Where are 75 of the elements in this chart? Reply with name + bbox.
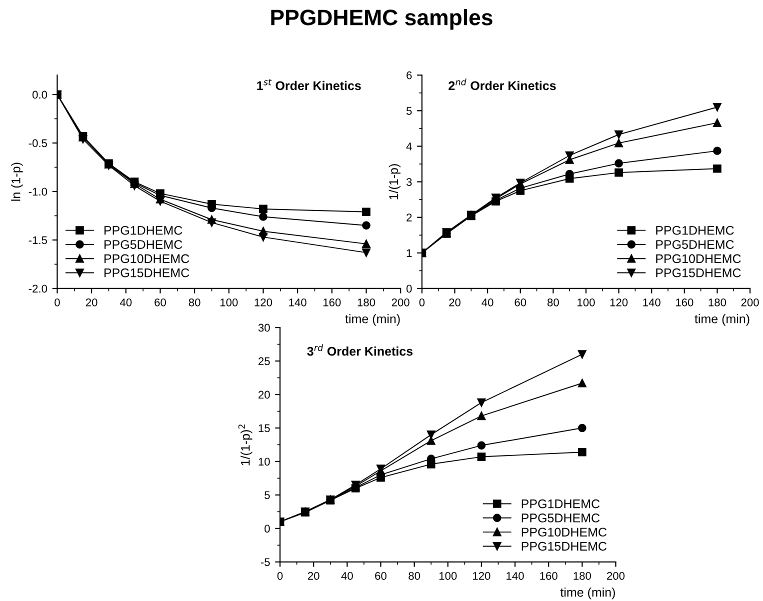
- y-axis-title: 1/(1-p)$^{2}$: [238, 424, 252, 466]
- x-tick-label: 180: [574, 572, 592, 580]
- y-tick-label: -2.0: [28, 284, 48, 293]
- x-tick-label: 40: [120, 298, 132, 306]
- x-tick-label: 140: [506, 572, 524, 580]
- x-tick-label: 0: [419, 298, 425, 306]
- legend-label: PPG1DHEMC: [104, 226, 182, 235]
- legend-label: PPG10DHEMC: [104, 254, 190, 264]
- x-tick-label: 60: [375, 572, 386, 580]
- x-tick-label: 60: [514, 298, 526, 306]
- x-axis-title: time (min): [345, 314, 400, 326]
- x-tick-label: 0: [54, 298, 60, 306]
- x-tick-label: 140: [289, 298, 306, 306]
- annotation: 1$^{st}$ Order Kinetics: [257, 79, 361, 90]
- y-tick-label: 25: [258, 357, 270, 366]
- x-axis-title: time (min): [694, 314, 750, 326]
- x-tick-label: 40: [341, 572, 353, 580]
- legend-label: PPG5DHEMC: [522, 514, 600, 522]
- x-tick-label: 20: [449, 298, 460, 306]
- x-tick-label: 60: [154, 298, 166, 306]
- y-tick-label: 4: [406, 142, 412, 150]
- x-tick-label: 160: [323, 298, 341, 306]
- y-tick-label: 5: [406, 107, 412, 115]
- x-tick-label: 160: [540, 572, 558, 580]
- x-tick-label: 200: [607, 572, 625, 580]
- y-tick-label: 3: [406, 178, 412, 186]
- x-tick-label: 100: [220, 298, 238, 306]
- x-tick-label: 140: [643, 298, 660, 306]
- x-tick-label: 20: [308, 572, 320, 580]
- x-tick-label: 160: [676, 298, 694, 306]
- chart-title: PPGDHEMC samples: [271, 9, 492, 30]
- y-tick-label: -1.5: [28, 236, 48, 244]
- y-tick-label: 30: [258, 324, 270, 332]
- y-tick-label: 5: [264, 491, 270, 500]
- x-tick-label: 120: [254, 298, 272, 306]
- x-tick-label: 80: [547, 298, 559, 306]
- x-tick-label: 80: [408, 572, 420, 580]
- y-tick-label: 0.0: [32, 90, 48, 99]
- annotation: 3$^{rd}$ Order Kinetics: [307, 344, 413, 356]
- legend-label: PPG15DHEMC: [522, 542, 607, 551]
- legend-label: PPG5DHEMC: [104, 240, 182, 249]
- y-tick-label: 0: [264, 524, 270, 533]
- y-tick-label: 20: [258, 390, 270, 399]
- x-tick-label: 0: [277, 572, 283, 580]
- x-tick-label: 100: [578, 298, 595, 306]
- x-tick-label: 120: [610, 298, 628, 306]
- legend-label: PPG15DHEMC: [656, 268, 741, 278]
- legend-label: PPG1DHEMC: [656, 226, 734, 235]
- y-tick-label: 6: [406, 71, 412, 80]
- y-axis-title: ln (1-p): [11, 162, 23, 201]
- y-tick-label: -1.0: [28, 188, 48, 196]
- x-tick-label: 100: [439, 572, 457, 580]
- legend-label: PPG15DHEMC: [104, 268, 190, 278]
- x-tick-label: 40: [482, 298, 494, 306]
- legend-label: PPG10DHEMC: [522, 528, 607, 537]
- x-tick-label: 200: [741, 298, 759, 306]
- x-tick-label: 80: [188, 298, 200, 306]
- legend-label: PPG10DHEMC: [656, 254, 741, 264]
- x-tick-label: 180: [708, 298, 726, 306]
- y-tick-label: 10: [258, 458, 270, 466]
- x-tick-label: 200: [392, 298, 410, 306]
- y-tick-label: 1: [406, 249, 412, 257]
- y-tick-label: -5: [260, 558, 270, 566]
- legend-label: PPG1DHEMC: [522, 499, 600, 508]
- y-tick-label: 15: [258, 424, 270, 432]
- y-axis-title: 1/(1-p): [388, 164, 400, 200]
- y-tick-label: -0.5: [28, 139, 48, 148]
- legend-label: PPG5DHEMC: [656, 240, 734, 249]
- y-tick-label: 0: [406, 284, 412, 293]
- x-tick-label: 120: [473, 572, 490, 580]
- annotation: 2$^{nd}$ Order Kinetics: [448, 78, 556, 90]
- x-tick-label: 180: [358, 298, 376, 306]
- x-axis-title: time (min): [560, 588, 615, 600]
- x-tick-label: 20: [86, 298, 98, 306]
- y-tick-label: 2: [406, 214, 412, 222]
